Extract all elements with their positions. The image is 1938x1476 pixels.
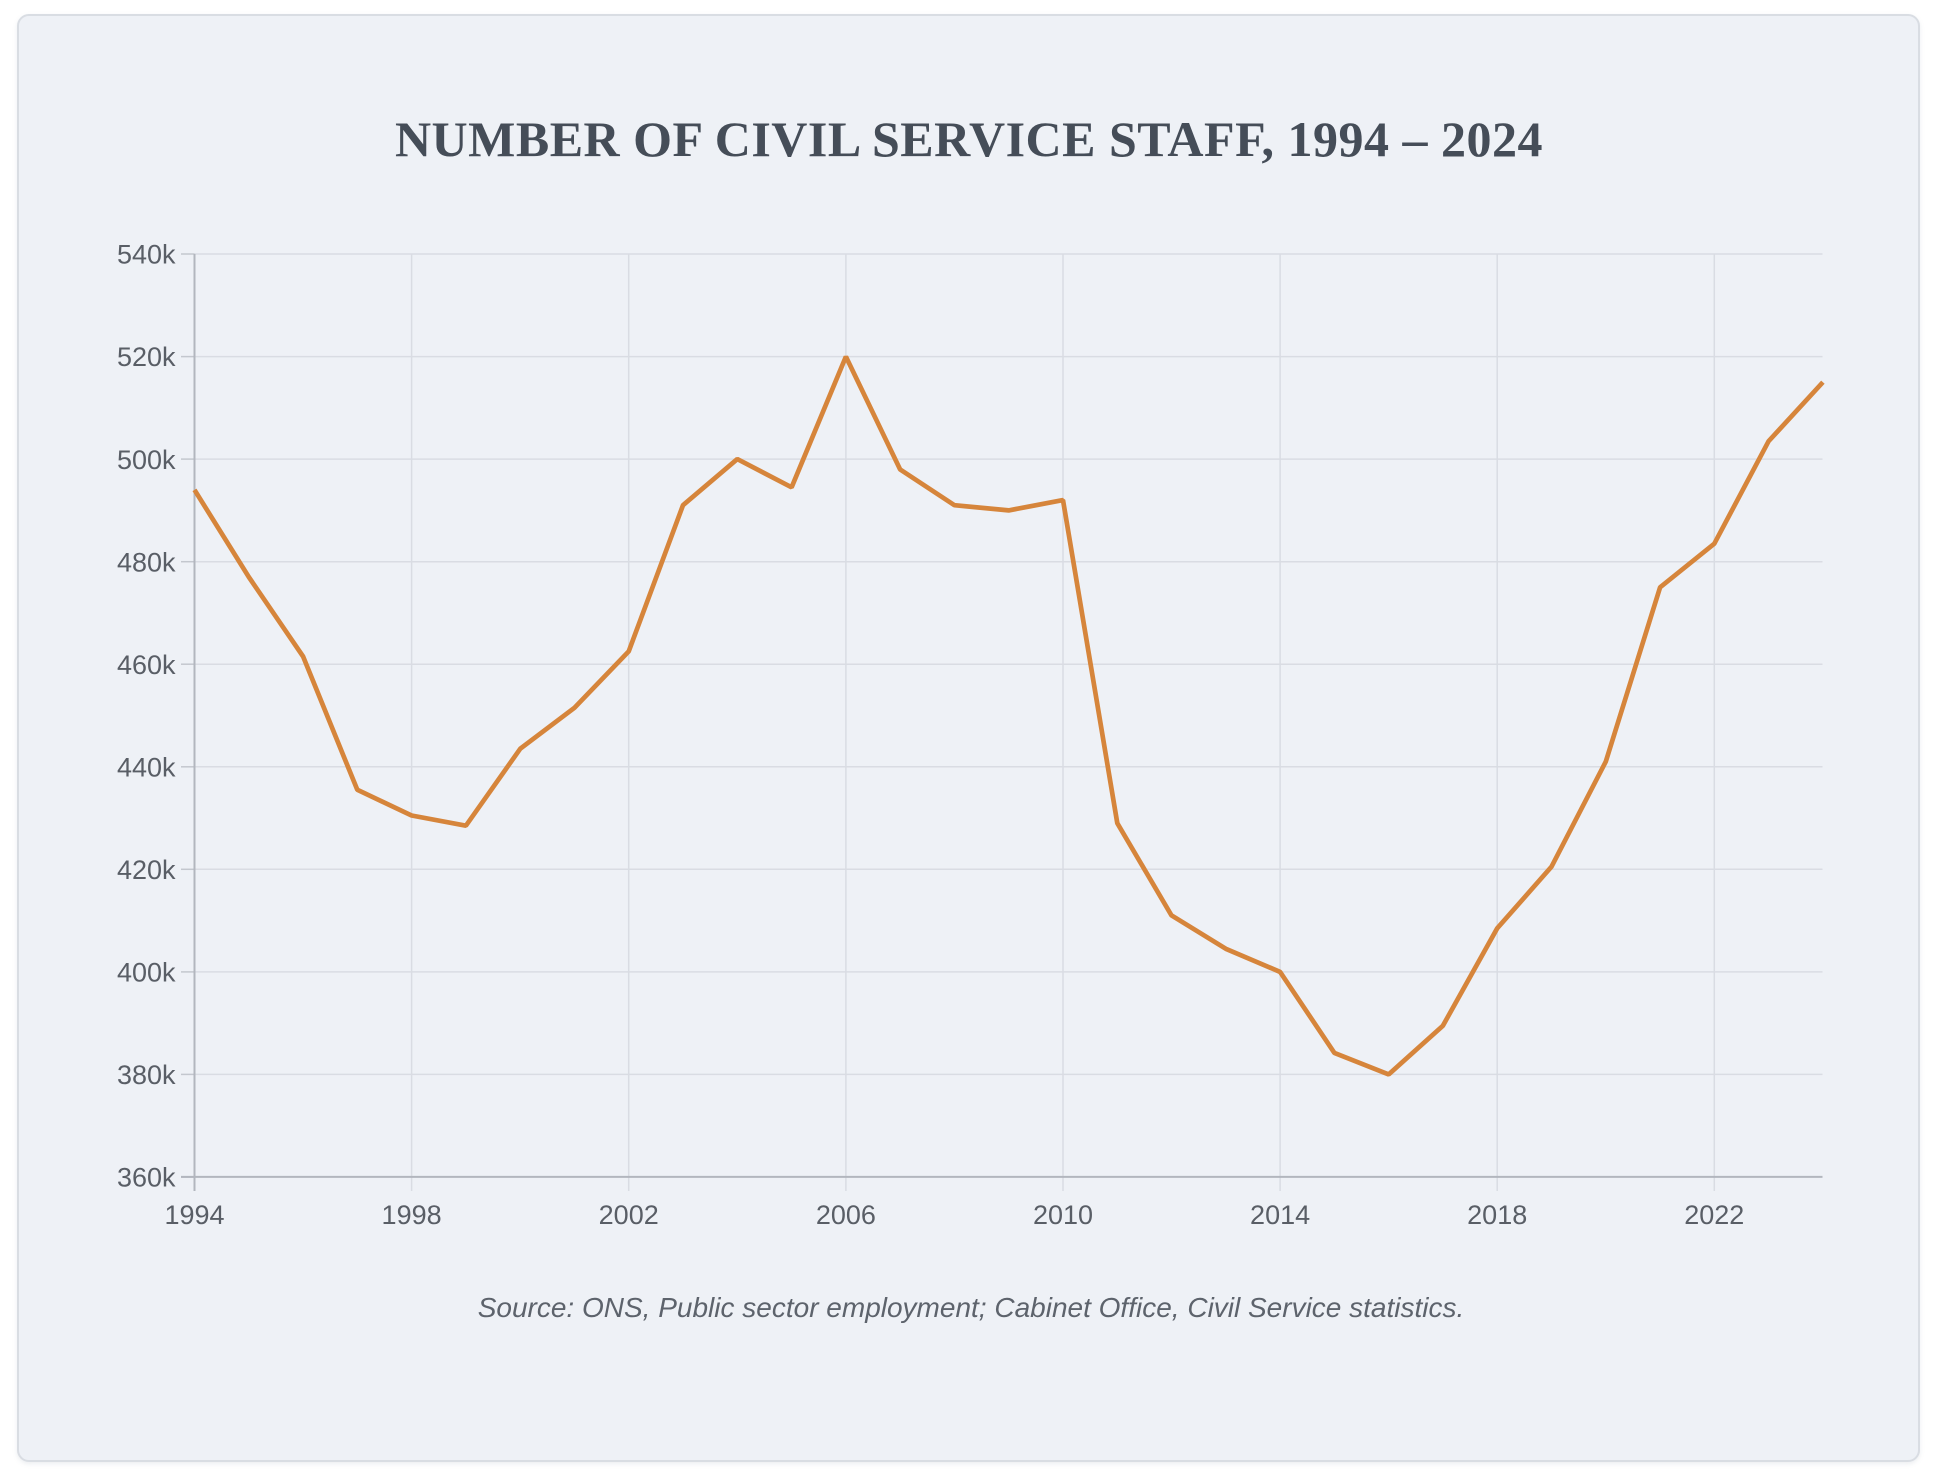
svg-text:500k: 500k (117, 445, 176, 475)
svg-text:2022: 2022 (1684, 1200, 1744, 1230)
svg-text:2018: 2018 (1467, 1200, 1527, 1230)
svg-text:520k: 520k (117, 342, 176, 372)
svg-text:2010: 2010 (1033, 1200, 1093, 1230)
svg-text:2014: 2014 (1250, 1200, 1310, 1230)
svg-text:400k: 400k (117, 958, 176, 988)
svg-text:2002: 2002 (599, 1200, 659, 1230)
svg-text:1994: 1994 (164, 1200, 224, 1230)
svg-text:460k: 460k (117, 650, 176, 680)
svg-text:440k: 440k (117, 753, 176, 783)
svg-text:480k: 480k (117, 547, 176, 577)
svg-text:540k: 540k (117, 240, 176, 270)
svg-text:360k: 360k (117, 1163, 176, 1193)
svg-text:1998: 1998 (382, 1200, 442, 1230)
svg-text:2006: 2006 (816, 1200, 876, 1230)
svg-text:380k: 380k (117, 1060, 176, 1090)
svg-text:420k: 420k (117, 855, 176, 885)
